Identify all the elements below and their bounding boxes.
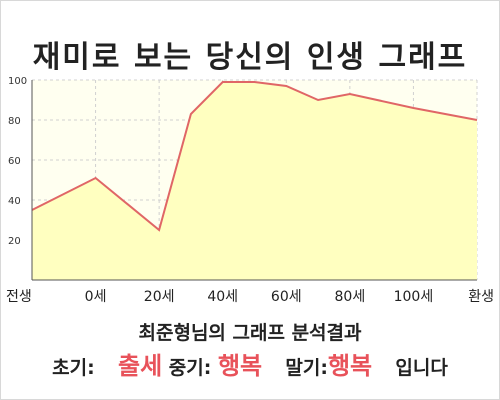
y-tick-label: 60 bbox=[8, 156, 21, 167]
late-value: 행복 bbox=[327, 352, 373, 380]
middle-value: 행복 bbox=[217, 352, 263, 380]
y-tick-label: 100 bbox=[8, 76, 27, 87]
analysis-heading: 최준형님의 그래프 분석결과 bbox=[138, 322, 362, 344]
y-tick-label: 80 bbox=[8, 116, 21, 127]
x-tick-label: 100세 bbox=[394, 289, 434, 305]
x-tick-label: 전생 bbox=[6, 289, 32, 305]
early-value: 출세 bbox=[117, 352, 163, 380]
x-tick-label: 환생 bbox=[468, 289, 494, 305]
x-tick-label: 20세 bbox=[144, 289, 175, 305]
x-tick-label: 60세 bbox=[271, 289, 302, 305]
y-tick-label: 40 bbox=[8, 196, 21, 207]
series-area-fill bbox=[32, 82, 477, 280]
y-tick-label: 20 bbox=[8, 236, 21, 247]
chart-title: 재미로 보는 당신의 인생 그래프 bbox=[32, 40, 468, 75]
verdict-suffix: 입니다 bbox=[395, 357, 448, 379]
middle-label: 중기: bbox=[168, 357, 212, 379]
x-tick-label: 0세 bbox=[85, 289, 107, 305]
early-label: 초기: bbox=[52, 357, 95, 379]
analysis-verdict: 초기: 출세 중기: 행복 말기:행복 입니다 bbox=[0, 346, 500, 381]
x-tick-label: 80세 bbox=[335, 289, 366, 305]
late-label: 말기: bbox=[285, 357, 328, 379]
x-tick-label: 40세 bbox=[207, 289, 238, 305]
series-line bbox=[31, 81, 478, 232]
